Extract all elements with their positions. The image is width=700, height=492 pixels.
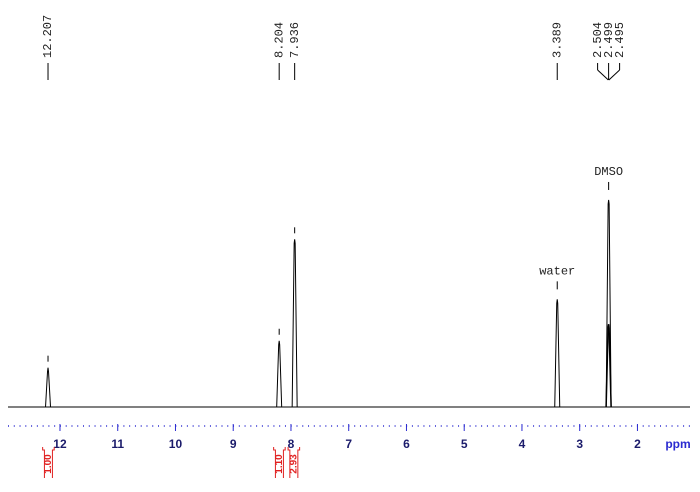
x-tick-label: 4 [519, 437, 526, 451]
peak-label: 7.936 [288, 22, 302, 58]
peak [554, 299, 561, 408]
integral-label: 2.93 [288, 454, 299, 474]
annotation: DMSO [594, 165, 623, 179]
peak-label: 12.207 [41, 15, 55, 58]
peak [605, 324, 612, 408]
peak-label: 3.389 [550, 22, 564, 58]
peak-label-line [608, 69, 620, 81]
annotation: water [539, 265, 575, 279]
peak [276, 340, 283, 408]
integral-label: 1.00 [43, 454, 54, 474]
x-tick-label: 7 [345, 437, 352, 451]
peak [291, 239, 298, 408]
x-tick-label: 11 [111, 437, 124, 451]
x-tick-label: 2 [634, 437, 641, 451]
x-tick-label: 10 [169, 437, 183, 451]
peak [605, 199, 612, 408]
integral-bracket [42, 447, 55, 478]
x-tick-label: 6 [403, 437, 410, 451]
peak-label-line [597, 69, 609, 81]
integral-bracket [273, 447, 286, 478]
peak-label: 2.504 [591, 22, 605, 58]
integral-bracket [287, 447, 301, 478]
x-tick-label: 5 [461, 437, 468, 451]
x-axis-label: ppm [665, 437, 690, 451]
peak-label: 2.495 [613, 22, 627, 58]
peak-label: 8.204 [272, 22, 286, 58]
peak-label: 2.499 [602, 22, 616, 58]
peak [45, 367, 52, 408]
x-tick-label: 9 [230, 437, 237, 451]
integral-label: 1.10 [274, 454, 285, 474]
peak [605, 324, 612, 408]
x-tick-label: 3 [576, 437, 583, 451]
x-tick-label: 8 [288, 437, 295, 451]
x-tick-label: 12 [53, 437, 67, 451]
